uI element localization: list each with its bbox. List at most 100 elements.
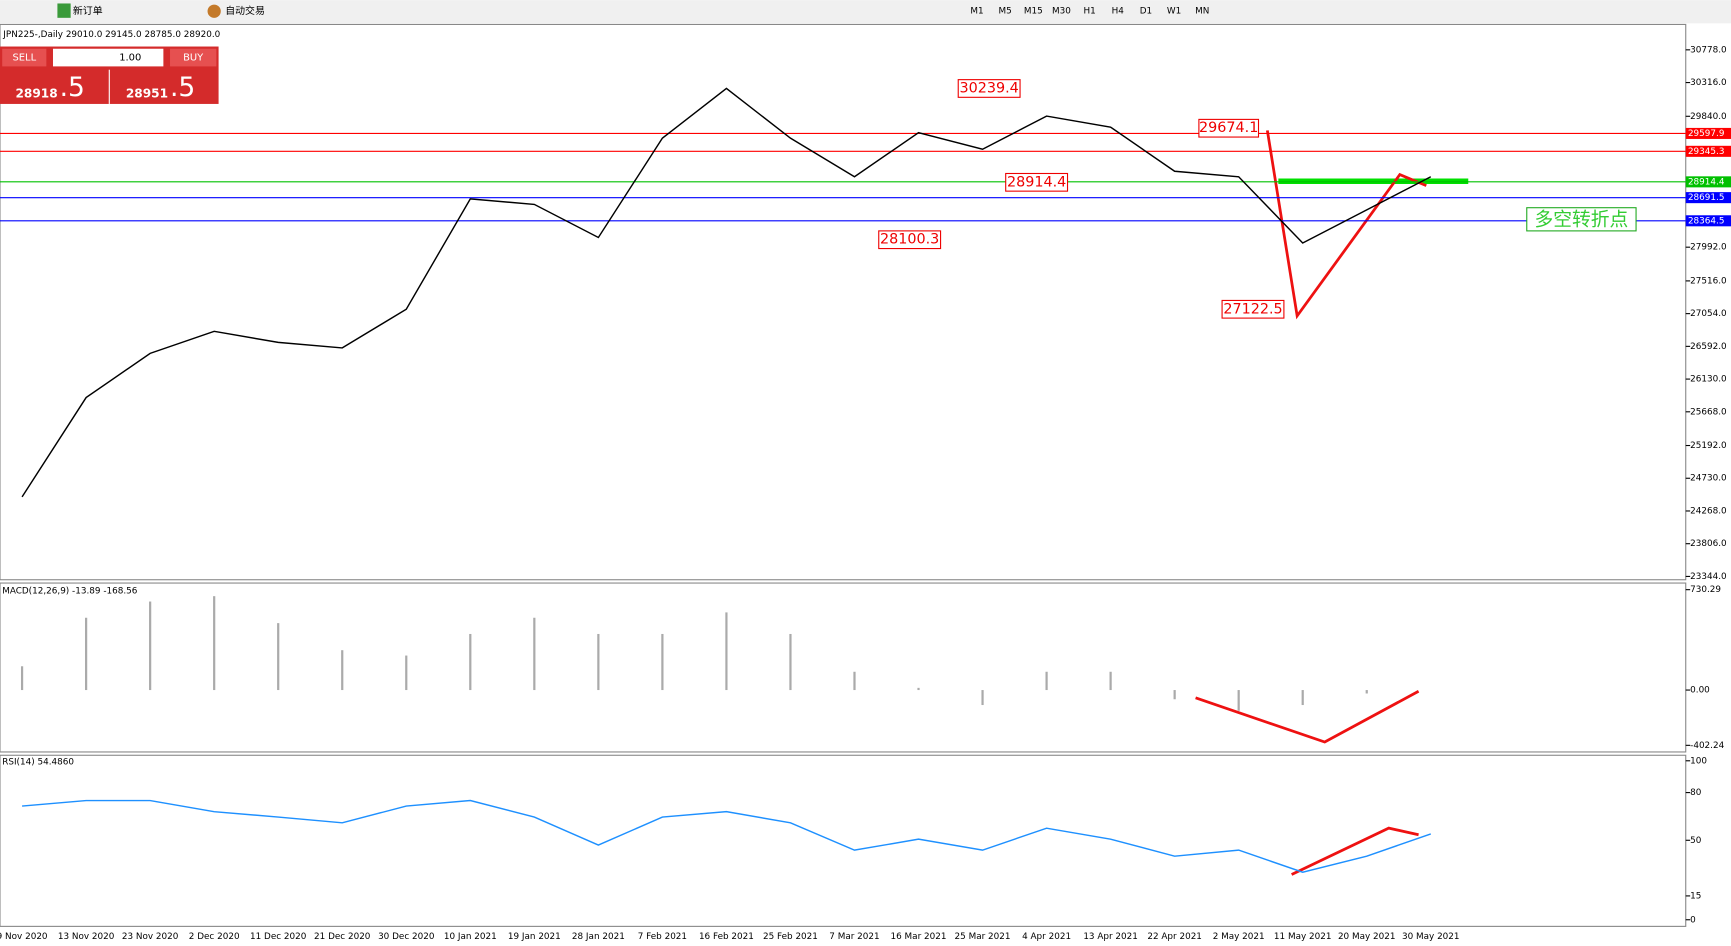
macd-bar [661,633,664,691]
macd-bar [405,655,408,691]
date-label: 30 May 2021 [1402,932,1460,942]
level-label: 28364.5 [1688,216,1725,226]
main-frame [0,23,1687,581]
buy-label[interactable]: BUY [183,53,204,64]
macd-label: MACD(12,26,9) -13.89 -168.56 [2,586,138,596]
timeframe-button[interactable]: M30 [1052,7,1071,17]
timeframe-button[interactable]: M5 [999,7,1012,17]
y-tick-label: 24268.0 [1690,506,1727,516]
date-label: 11 Dec 2020 [250,932,307,942]
macd-bar [981,690,984,706]
date-label: 11 May 2021 [1274,932,1332,942]
date-label: 13 Apr 2021 [1083,932,1138,942]
y-tick-label: -402.24 [1690,741,1724,751]
annotation-box [1005,172,1069,192]
annotation: 28914.4 [1007,174,1066,190]
rsi-arrow [1291,826,1419,876]
ask-price[interactable]: 28951 [126,86,168,100]
annotation-box [878,230,942,250]
macd-bar [597,633,600,691]
date-label: 25 Mar 2021 [955,932,1011,942]
toolbar [0,0,1731,24]
y-tick-label: 0 [1690,915,1696,925]
auto-trading-icon[interactable] [207,4,221,18]
date-label: 13 Nov 2020 [58,932,115,942]
date-label: 7 Feb 2021 [638,932,687,942]
timeframe-button[interactable]: MN [1195,7,1209,17]
timeframe-button[interactable]: M15 [1024,7,1043,17]
date-label: 2 May 2021 [1213,932,1265,942]
date-label: 16 Mar 2021 [891,932,947,942]
y-tick-label: 27516.0 [1690,276,1727,286]
annotation: 28100.3 [880,232,939,248]
level-label: 28691.5 [1688,193,1725,203]
rsi-label: RSI(14) 54.4860 [2,757,74,767]
annotation-box [1198,118,1260,138]
level-label: 28914.4 [1688,177,1725,187]
date-label: 23 Nov 2020 [122,932,179,942]
y-tick-label: 0.00 [1690,686,1710,696]
annotation: 29674.1 [1199,120,1258,136]
bid-price[interactable]: 28918 [15,86,57,100]
macd-bar [213,596,216,691]
annotation-box [957,79,1021,98]
ask-pip[interactable]: .5 [170,72,195,103]
date-label: 28 Jan 2021 [572,932,625,942]
macd-bar [20,666,24,691]
macd-bar [277,623,280,691]
timeframe-button[interactable]: H4 [1112,7,1125,17]
date-label: 2 Dec 2020 [189,932,240,942]
macd-bar [149,601,152,691]
price-line [21,87,1432,498]
date-label: 7 Mar 2021 [829,932,879,942]
level-tag [1685,145,1731,157]
timeframe-button[interactable]: D1 [1140,7,1152,17]
buy-button[interactable] [170,48,217,67]
lots-input[interactable] [52,48,164,67]
y-tick-label: 100 [1690,756,1707,766]
date-label: 19 Jan 2021 [508,932,561,942]
timeframe-button[interactable]: M1 [970,7,983,17]
y-tick-label: 24730.0 [1690,474,1727,484]
macd-bar [533,617,536,691]
macd-bar [1237,690,1240,711]
level-tag [1685,176,1731,188]
y-tick-label: 26592.0 [1690,342,1727,352]
y-tick-label: 15 [1690,891,1701,901]
timeframe-button[interactable]: W1 [1167,7,1181,17]
macd-bar [853,671,856,691]
bid-pip[interactable]: .5 [60,72,85,103]
level-label: 29597.9 [1688,129,1725,139]
date-label: 4 Apr 2021 [1022,932,1071,942]
date-label: 16 Feb 2021 [699,932,754,942]
macd-bar [1173,690,1176,700]
level-tag [1685,192,1731,204]
y-tick-label: 80 [1690,788,1702,798]
annotation: 30239.4 [959,80,1018,96]
y-tick-label: 23806.0 [1690,539,1727,549]
y-tick-label: 730.29 [1690,585,1721,595]
annotation-box [1221,299,1285,319]
new-order-button[interactable]: 新订单 [73,4,103,17]
macd-frame [0,582,1687,753]
y-tick-label: 25668.0 [1690,407,1727,417]
y-tick-label: 29840.0 [1690,112,1727,122]
annotation-box [1526,207,1637,232]
y-tick-label: 26130.0 [1690,375,1727,385]
macd-bar [469,633,472,691]
auto-trading-button[interactable]: 自动交易 [225,4,265,17]
macd-bar [1109,671,1112,691]
lots-value[interactable]: 1.00 [119,53,141,64]
trend-arrow [1265,130,1427,320]
new-order-icon[interactable] [57,3,71,18]
date-label: 10 Jan 2021 [444,932,497,942]
y-tick-label: 30778.0 [1690,45,1727,55]
timeframe-button[interactable]: H1 [1083,7,1095,17]
date-label: 30 Dec 2020 [378,932,435,942]
macd-bar [789,633,792,691]
level-label: 29345.3 [1688,147,1725,157]
sell-label[interactable]: SELL [12,53,36,64]
annotation: 多空转折点 [1535,208,1629,230]
sell-button[interactable] [2,48,47,67]
level-tag [1685,127,1731,139]
